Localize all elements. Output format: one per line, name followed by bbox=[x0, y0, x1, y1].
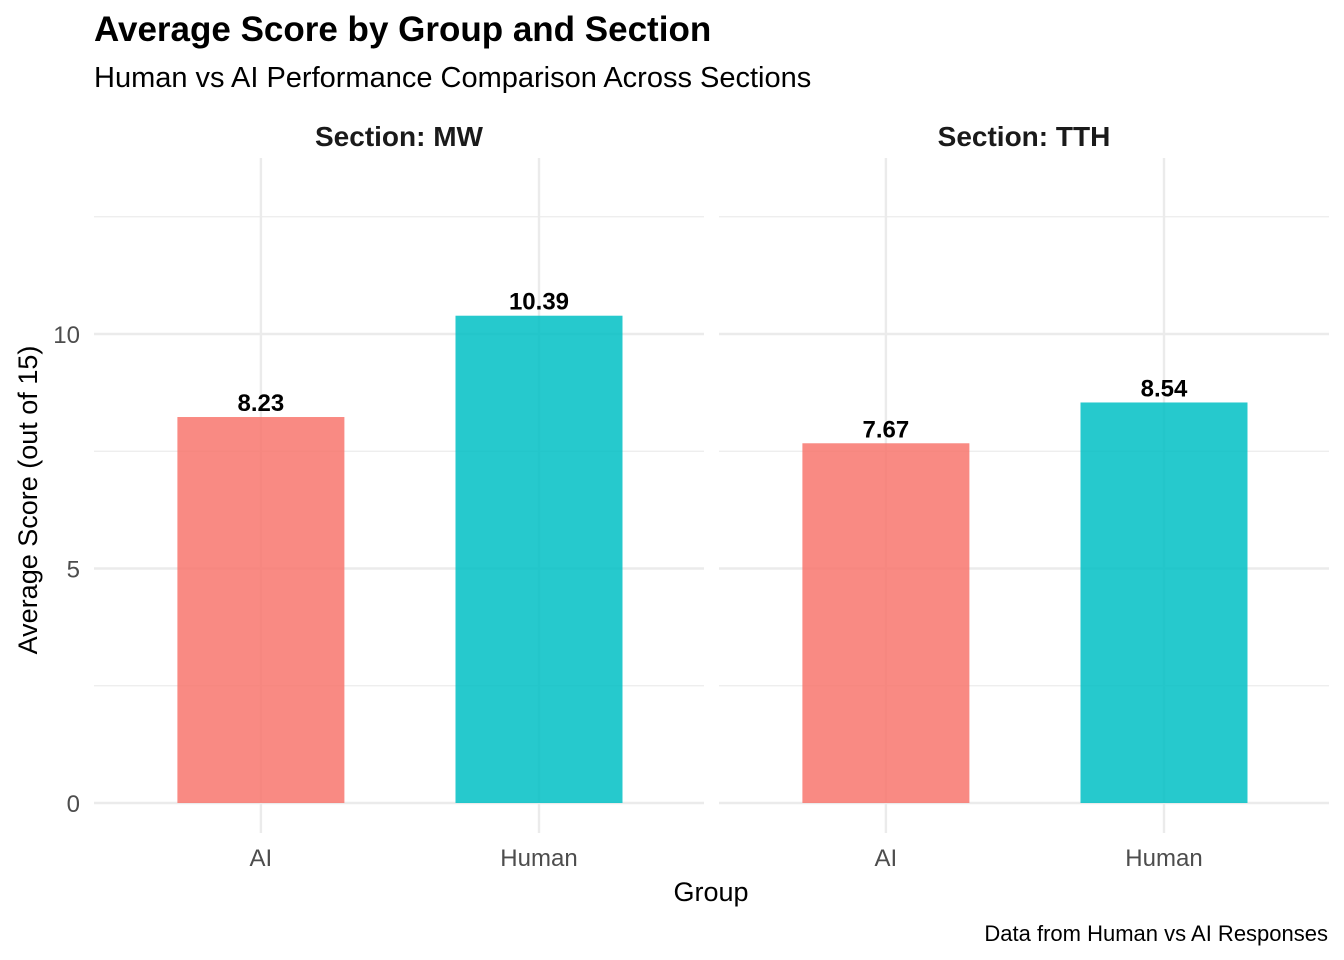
y-axis: 0 5 10 bbox=[53, 322, 80, 818]
facet-strip-label: Section: TTH bbox=[938, 121, 1111, 152]
x-tick-label: AI bbox=[250, 845, 273, 872]
x-tick-label: Human bbox=[1125, 845, 1202, 872]
bar-ai bbox=[802, 443, 970, 803]
y-axis-title: Average Score (out of 15) bbox=[13, 346, 43, 655]
bar-ai bbox=[177, 417, 345, 803]
bar-human bbox=[455, 315, 623, 803]
chart-subtitle: Human vs AI Performance Comparison Acros… bbox=[94, 62, 811, 94]
chart-title: Average Score by Group and Section bbox=[94, 10, 711, 49]
facet-panel: Section: TTH 7.67 8.54 AI Human bbox=[719, 121, 1329, 872]
x-tick-label: Human bbox=[500, 845, 577, 872]
bar-value-label: 10.39 bbox=[509, 289, 569, 316]
y-tick-label: 0 bbox=[67, 791, 80, 818]
facet-panel: Section: MW 8.23 10.39 AI Human bbox=[94, 121, 704, 872]
bar-value-label: 8.23 bbox=[238, 390, 285, 417]
x-tick-label: AI bbox=[875, 845, 898, 872]
facet-panels: Section: MW 8.23 10.39 AI Human Section: TTH 7… bbox=[94, 121, 1329, 872]
bar-value-label: 7.67 bbox=[863, 416, 910, 443]
facet-strip-label: Section: MW bbox=[315, 121, 484, 152]
bar-value-label: 8.54 bbox=[1141, 375, 1188, 402]
chart-caption: Data from Human vs AI Responses bbox=[984, 921, 1328, 946]
x-axis-title: Group bbox=[673, 877, 748, 907]
y-tick-label: 5 bbox=[67, 557, 80, 584]
y-tick-label: 10 bbox=[53, 322, 80, 349]
bar-human bbox=[1080, 402, 1248, 803]
